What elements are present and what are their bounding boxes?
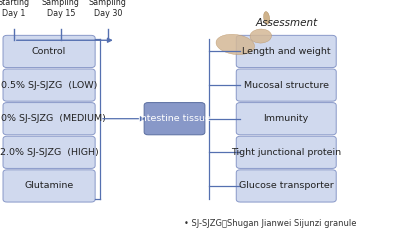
Text: 1.0% SJ-SJZG  (MEDIUM): 1.0% SJ-SJZG (MEDIUM) [0, 114, 106, 123]
Text: Immunity: Immunity [264, 114, 309, 123]
Text: Intestine tissue: Intestine tissue [138, 114, 211, 123]
Text: 0.5% SJ-SJZG  (LOW): 0.5% SJ-SJZG (LOW) [1, 81, 97, 90]
Ellipse shape [216, 34, 254, 55]
FancyBboxPatch shape [3, 69, 95, 101]
FancyBboxPatch shape [236, 170, 336, 202]
Ellipse shape [264, 12, 270, 24]
Text: Glutamine: Glutamine [24, 182, 74, 191]
Text: • SJ-SJZG：Shugan Jianwei Sijunzi granule: • SJ-SJZG：Shugan Jianwei Sijunzi granule [184, 219, 357, 228]
FancyBboxPatch shape [3, 103, 95, 135]
Text: Sampling
Day 15: Sampling Day 15 [42, 0, 80, 18]
FancyBboxPatch shape [236, 103, 336, 135]
Text: Control: Control [32, 47, 66, 56]
Text: Length and weight: Length and weight [242, 47, 330, 56]
FancyBboxPatch shape [3, 136, 95, 168]
FancyBboxPatch shape [3, 35, 95, 68]
Text: Starting
Day 1: Starting Day 1 [0, 0, 30, 18]
FancyBboxPatch shape [236, 35, 336, 68]
Text: 2.0% SJ-SJZG  (HIGH): 2.0% SJ-SJZG (HIGH) [0, 148, 98, 157]
Text: Sampling
Day 30: Sampling Day 30 [89, 0, 127, 18]
FancyBboxPatch shape [236, 136, 336, 168]
FancyBboxPatch shape [236, 69, 336, 101]
Ellipse shape [250, 29, 272, 43]
Text: Mucosal structure: Mucosal structure [244, 81, 329, 90]
Text: Glucose transporter: Glucose transporter [239, 182, 334, 191]
Text: Tight junctional protein: Tight junctional protein [231, 148, 341, 157]
FancyBboxPatch shape [144, 103, 205, 135]
FancyBboxPatch shape [3, 170, 95, 202]
Text: Assessment: Assessment [255, 18, 317, 28]
